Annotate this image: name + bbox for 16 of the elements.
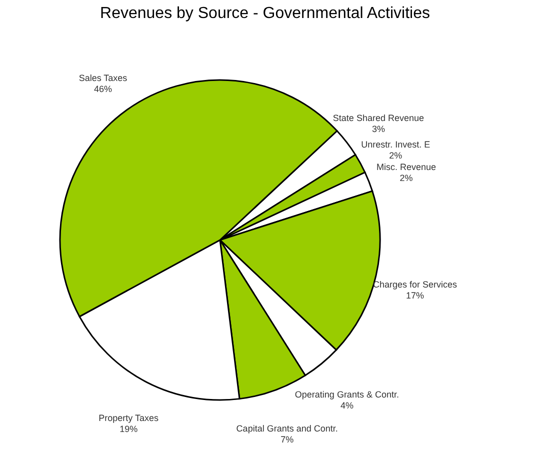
- data-label: 2%: [389, 150, 402, 160]
- data-label: 17%: [406, 290, 424, 300]
- slice-label: Misc. Revenue: [376, 162, 436, 172]
- data-label: 46%: [94, 84, 112, 94]
- data-label: 19%: [120, 424, 138, 434]
- slice-label: State Shared Revenue: [332, 112, 424, 123]
- slice-label: Capital Grants and Contr.: [236, 423, 338, 434]
- data-label: 7%: [280, 434, 294, 444]
- chart-title: Revenues by Source - Governmental Activities: [100, 5, 430, 22]
- slice-label: Sales Taxes: [78, 72, 128, 83]
- data-label: 3%: [372, 124, 385, 134]
- data-label: 2%: [400, 173, 413, 184]
- slice-label: Property Taxes: [98, 412, 160, 423]
- slice-label: Unrestr. Invest. E: [361, 139, 430, 150]
- slice-label: Operating Grants & Contr.: [294, 390, 399, 400]
- data-label: 4%: [340, 400, 354, 411]
